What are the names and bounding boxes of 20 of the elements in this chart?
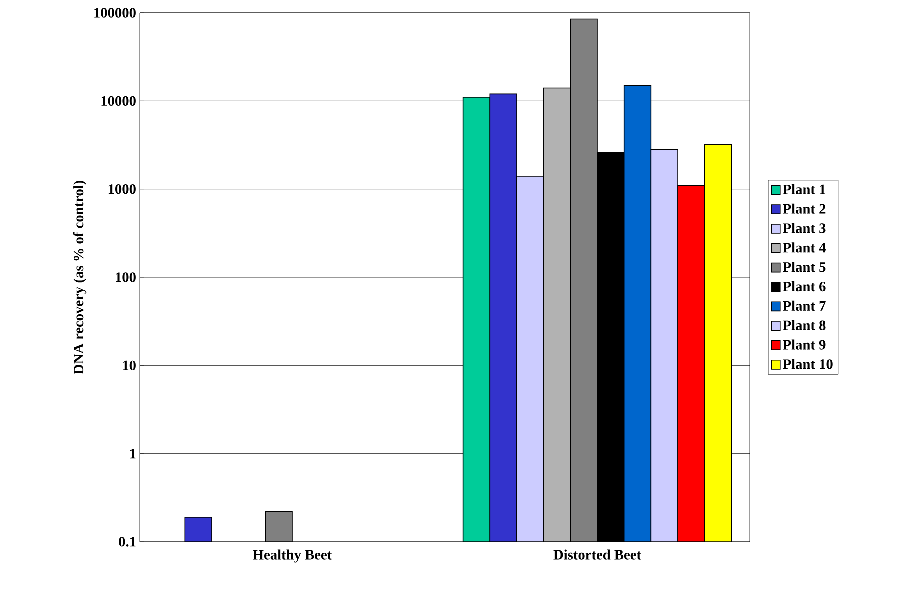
y-tick-label: 1000 [108,184,136,194]
legend-label: Plant 6 [783,281,826,292]
x-tick-label: Distorted Beet [554,550,642,560]
legend-label: Plant 7 [783,300,826,311]
legend-label: Plant 10 [783,359,833,370]
y-tick-label: 0.1 [119,537,136,547]
y-tick-label: 10000 [102,96,136,106]
legend-label: Plant 4 [783,242,826,253]
legend-label: Plant 9 [783,340,826,350]
x-tick-label: Healthy Beet [253,550,332,563]
legend-label: Plant 1 [783,184,826,194]
legend-label: Plant 8 [783,320,826,330]
y-tick-label: 100000 [94,8,136,18]
y-tick-label: 1 [130,449,136,459]
y-axis-title: DNA recovery (as % of control) [73,180,87,374]
y-tick-label: 10 [123,360,136,371]
legend-label: Plant 5 [783,262,826,272]
legend-label: Plant 3 [783,223,826,234]
y-tick-label: 100 [116,272,136,282]
legend-label: Plant 2 [783,204,826,214]
